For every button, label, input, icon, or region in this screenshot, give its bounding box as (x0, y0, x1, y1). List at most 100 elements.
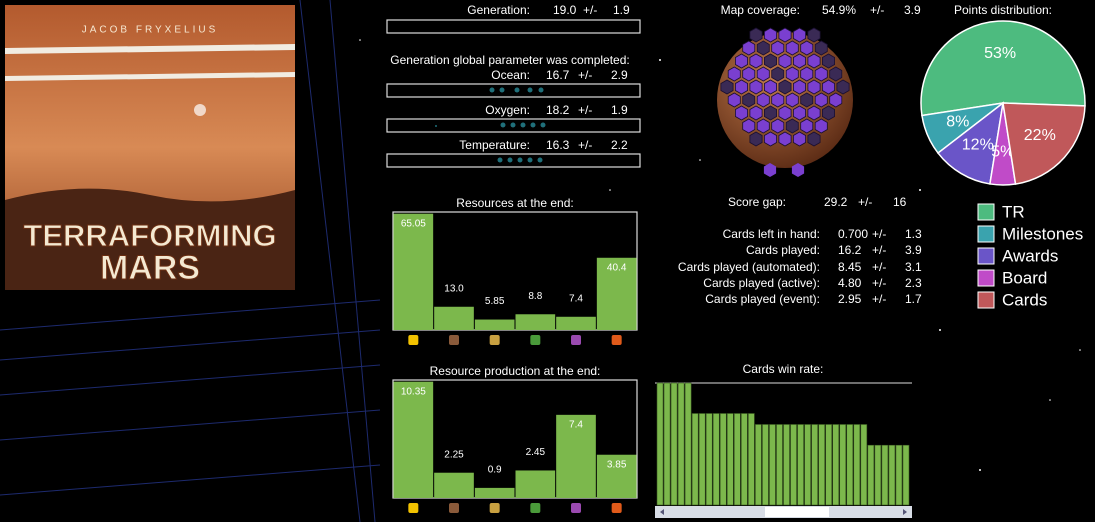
pie-label: 53% (984, 45, 1016, 62)
hex-tile (814, 40, 828, 56)
stat-plus-minus: +/- (578, 138, 592, 152)
stat-value: 18.2 (546, 103, 570, 117)
stat-sd: 1.9 (613, 3, 630, 17)
stat-plus-minus: +/- (872, 292, 886, 306)
hex-tile (785, 92, 799, 108)
stat-label: Cards played (event): (705, 292, 820, 306)
stat-plus-minus: +/- (578, 103, 592, 117)
bar (393, 213, 434, 330)
hex-tile (764, 105, 777, 121)
bar (860, 424, 868, 506)
hex-tile (771, 40, 785, 56)
legend-swatch (977, 247, 995, 265)
hex-tile (807, 53, 821, 69)
stat-value: 16.7 (546, 68, 570, 82)
bar (734, 413, 741, 506)
bar (867, 444, 875, 506)
stat-value: 8.45 (838, 260, 862, 274)
stat-sd: 3.9 (904, 3, 921, 17)
legend-label: Milestones (1002, 224, 1083, 243)
stat-plus-minus: +/- (872, 243, 886, 257)
bar (596, 257, 637, 330)
stat-label: Ocean: (491, 68, 530, 82)
chart-title: Resources at the end: (456, 196, 573, 210)
hex-tile (720, 79, 734, 95)
bar (846, 424, 854, 506)
pie-slice (920, 20, 1086, 117)
resource-icon (449, 335, 459, 345)
hex-tile (778, 79, 792, 95)
hex-tile (785, 66, 799, 82)
legend-swatch (977, 225, 995, 243)
pie-label: 12% (962, 136, 994, 153)
hex-tile (814, 118, 828, 134)
stat-plus-minus: +/- (858, 195, 872, 209)
hex-tile (822, 79, 835, 95)
hex-tile (749, 79, 763, 95)
legend-swatch (977, 203, 995, 221)
hex-tile (785, 118, 799, 134)
stat-label: Generation: (467, 3, 530, 17)
hex-tile (791, 163, 805, 177)
parameters-heading: Generation global parameter was complete… (390, 53, 629, 67)
hex-tile (764, 79, 777, 95)
bar (853, 424, 861, 506)
parameter-bar (386, 118, 641, 133)
stat-sd: 1.9 (611, 103, 628, 117)
hex-tile (807, 79, 821, 95)
bar (818, 424, 825, 506)
hex-tile (742, 40, 756, 56)
bar-value-label: 13.0 (444, 283, 464, 294)
stat-value: 19.0 (553, 3, 577, 17)
bar-value-label: 5.85 (485, 296, 505, 307)
pie-slice (1002, 102, 1086, 185)
bar-value-label: 2.25 (444, 449, 464, 460)
bar (434, 306, 474, 330)
legend-swatch (977, 269, 995, 287)
pie-label: 5% (991, 143, 1014, 160)
bar (811, 424, 818, 506)
bar (663, 382, 671, 506)
scrollbar-thumb[interactable] (765, 507, 829, 517)
stat-value: 4.80 (838, 276, 862, 290)
bar (797, 424, 804, 506)
stars (359, 39, 1081, 471)
bar (790, 424, 797, 506)
stat-label: Cards played: (746, 243, 820, 257)
bar (691, 413, 699, 506)
bar (684, 382, 692, 506)
bar (762, 424, 769, 506)
legend-label: Board (1002, 268, 1047, 287)
hex-tile (793, 79, 806, 95)
hex-tile (778, 53, 792, 69)
hex-tile (793, 53, 806, 69)
stat-label: Cards played (automated): (678, 260, 820, 274)
hex-tile (749, 53, 763, 69)
hex-tile (778, 105, 792, 121)
bar (474, 319, 515, 330)
bar (881, 444, 889, 506)
bar-value-label: 2.45 (526, 447, 546, 458)
stat-sd: 16 (893, 195, 907, 209)
bar (769, 424, 776, 506)
hex-tile (764, 53, 777, 69)
hex-tile (735, 79, 748, 95)
bar (656, 382, 664, 506)
bar (705, 413, 713, 506)
bar (434, 472, 474, 498)
stat-plus-minus: +/- (872, 260, 886, 274)
bar-value-label: 0.9 (488, 465, 502, 476)
box-art: JACOB FRYXELIUS TERRAFORMING MARS (5, 5, 295, 290)
bar (719, 413, 727, 506)
bar (556, 316, 596, 330)
bar-value-label: 3.85 (607, 459, 627, 470)
hex-tile (749, 131, 763, 147)
bar (839, 424, 847, 506)
pie-label: 22% (1024, 127, 1056, 144)
hex-tile (807, 131, 821, 147)
stat-plus-minus: +/- (872, 276, 886, 290)
hex-tile (756, 92, 770, 108)
hex-tile (742, 66, 756, 82)
stat-value: 16.3 (546, 138, 570, 152)
box-author: JACOB FRYXELIUS (82, 25, 219, 36)
